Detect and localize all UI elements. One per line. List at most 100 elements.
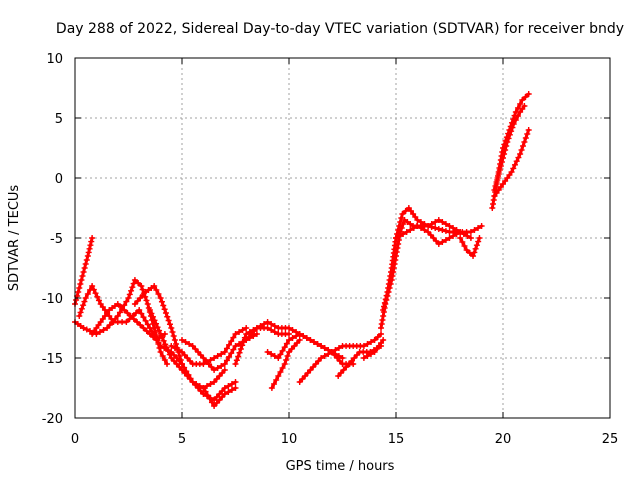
data-point [498,159,505,165]
data-point [179,337,185,343]
data-point [239,342,246,349]
data-point [232,331,239,337]
data-point [511,161,518,168]
series-track-15 [335,343,385,379]
data-point [261,321,268,327]
data-point [381,303,388,310]
data-point [207,381,214,387]
data-point [517,151,524,157]
data-point [140,325,147,331]
y-tick-label: -5 [50,232,63,247]
data-point [417,225,424,231]
data-point [123,298,130,305]
data-point [379,317,386,323]
data-point [81,265,88,271]
data-point [85,249,92,256]
x-tick-label: 20 [495,432,512,447]
data-point [225,389,232,395]
data-point [243,325,250,331]
data-point [84,253,91,259]
data-point [81,298,88,305]
data-point [121,307,128,313]
data-point [164,313,171,320]
series-track-23 [491,127,532,199]
series-track-16 [360,337,387,361]
data-point [84,291,91,297]
data-point [505,135,512,142]
data-point [273,377,280,383]
axis-ticks [74,57,611,419]
data-point [271,323,278,329]
data-point [223,345,230,352]
data-point [428,221,435,227]
data-point [132,310,139,316]
data-point [378,325,385,331]
data-point [92,290,99,297]
data-point [325,351,332,357]
data-point [310,339,317,345]
data-point [89,235,96,241]
data-point [204,392,211,399]
data-point [264,319,271,325]
data-point [300,333,307,339]
data-point [211,355,218,361]
data-point [253,325,260,331]
data-point [522,135,529,141]
series-track-20 [457,235,483,259]
data-point [514,105,521,111]
data-point [442,237,449,243]
data-point [332,347,339,353]
data-point [518,147,525,153]
data-point [268,321,275,327]
data-point [142,317,149,324]
data-point [144,301,151,307]
data-point [524,131,531,137]
data-point [374,334,381,340]
data-point [515,154,522,161]
data-point [303,335,310,341]
data-point [163,344,170,351]
data-point [275,373,282,379]
data-point [228,350,235,357]
data-point [157,343,164,349]
data-point [177,357,184,363]
x-tick-label: 15 [388,432,405,447]
data-point [508,128,515,135]
data-point [146,331,153,337]
data-point [402,208,409,214]
data-point [395,227,402,233]
data-point [293,333,300,339]
data-point [417,219,424,225]
data-point [450,233,457,239]
data-point [173,341,180,347]
x-tick-label: 0 [71,432,79,447]
data-point [517,101,524,107]
data-point [495,171,502,177]
data-point [165,348,172,355]
data-point [396,223,403,229]
data-point [398,215,405,221]
data-point [88,238,95,245]
data-point [236,329,243,335]
data-point [296,331,303,337]
data-point [378,331,385,337]
data-point [268,327,275,333]
data-point [218,363,225,369]
data-point [279,365,286,371]
data-point [410,225,417,231]
data-point [264,349,271,355]
data-point [148,310,155,317]
data-point [435,226,442,232]
data-point [508,169,515,175]
data-point [83,257,90,263]
data-point [164,361,171,367]
data-point [368,339,375,345]
data-point [364,341,371,347]
data-point [519,97,526,103]
data-point [228,338,235,345]
data-point [118,304,125,310]
data-point [318,343,325,349]
data-point [446,235,453,241]
data-point [157,349,164,355]
data-point [335,345,342,351]
